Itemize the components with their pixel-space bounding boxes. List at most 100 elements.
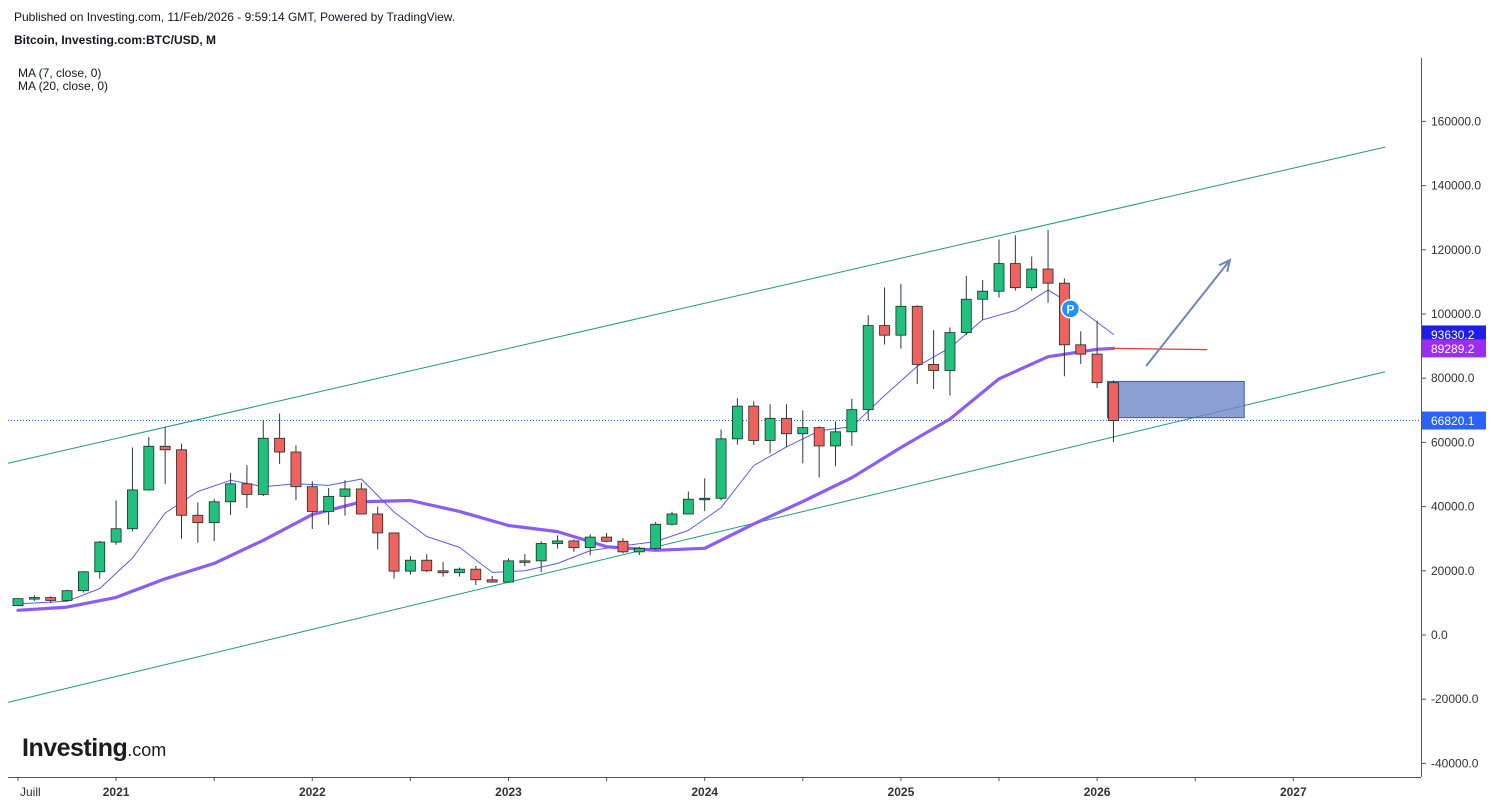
candle-body <box>879 325 890 336</box>
candle-2025-08 <box>1009 235 1021 291</box>
candle-2026-02 <box>1108 380 1119 443</box>
candle-2026-01 <box>1091 320 1103 388</box>
candle-body <box>519 560 531 563</box>
candle-body <box>503 560 514 583</box>
candle-2022-04 <box>355 482 367 515</box>
x-tick-label: 2027 <box>1280 785 1307 799</box>
candle-body <box>192 514 204 524</box>
candle-body <box>94 541 106 573</box>
x-tick-label: 2024 <box>691 785 718 799</box>
p-marker-label: P <box>1066 302 1074 316</box>
candle-2023-08 <box>617 538 629 554</box>
candle-2025-09 <box>1026 256 1038 291</box>
candle-body <box>862 325 874 411</box>
candle-body <box>960 298 972 334</box>
candle-body <box>470 568 482 581</box>
candle-body <box>1026 268 1038 289</box>
legend-ma7[interactable]: MA (7, close, 0) <box>18 66 102 80</box>
candle-2024-09 <box>830 421 841 467</box>
candle-body <box>895 305 907 336</box>
y-tick-label: -20000.0 <box>1431 692 1479 706</box>
candle-body <box>732 405 743 440</box>
candle-body <box>372 513 384 534</box>
y-tick-label: 80000.0 <box>1431 371 1475 385</box>
candle-2020-07 <box>12 598 24 607</box>
y-tick-label: 160000.0 <box>1431 114 1481 128</box>
logo-suffix: .com <box>127 740 167 760</box>
candle-2023-11 <box>666 511 678 526</box>
candle-body <box>159 445 171 451</box>
candle-2021-02 <box>127 447 138 532</box>
candle-2024-05 <box>764 404 776 454</box>
price-badge-label: 66820.1 <box>1431 414 1475 428</box>
candle-2025-02 <box>911 305 923 384</box>
candle-body <box>666 513 678 525</box>
candle-2021-08 <box>225 472 236 515</box>
candle-2023-01 <box>503 558 514 583</box>
candle-2025-03 <box>928 330 939 390</box>
candle-2020-09 <box>45 596 57 603</box>
candle-2021-04 <box>159 426 171 485</box>
candle-2021-12 <box>290 445 302 501</box>
candle-body <box>781 417 792 435</box>
candle-2022-11 <box>470 565 482 586</box>
candle-2025-05 <box>960 275 972 336</box>
candle-body <box>404 559 416 572</box>
y-tick-label: 40000.0 <box>1431 500 1475 514</box>
candle-2024-02 <box>715 429 727 501</box>
candle-2022-07 <box>404 556 416 575</box>
p-marker: P <box>1060 299 1081 319</box>
candle-body <box>323 495 335 512</box>
candle-2020-12 <box>94 540 106 579</box>
candle-2022-06 <box>388 532 400 579</box>
candle-2024-06 <box>781 404 792 448</box>
candle-body <box>78 571 89 592</box>
ma20-line <box>16 346 1116 612</box>
candle-2025-01 <box>895 283 907 349</box>
candle-2025-10 <box>1042 229 1054 303</box>
candle-body <box>748 405 760 441</box>
p-marker-circle <box>1060 299 1081 319</box>
candle-body <box>12 598 24 607</box>
price-badge-2: 89289.2 <box>1422 339 1486 358</box>
candle-2023-02 <box>519 554 531 567</box>
published-line: Published on Investing.com, 11/Feb/2026 … <box>14 10 456 24</box>
candle-body <box>28 597 40 600</box>
candle-2024-07 <box>797 410 809 464</box>
y-tick-label: 120000.0 <box>1431 243 1481 257</box>
channel-upper-line <box>8 146 1386 464</box>
price-badge-label: 93630.2 <box>1431 328 1475 342</box>
logo-wordmark: Investing <box>22 734 128 762</box>
legend-ma20[interactable]: MA (20, close, 0) <box>18 79 109 93</box>
candle-2020-08 <box>28 595 40 601</box>
channel-lower-line <box>8 371 1386 703</box>
candle-body <box>911 305 923 365</box>
price-badge-bg <box>1422 339 1486 358</box>
candle-body <box>110 528 122 543</box>
candle-body <box>1075 344 1087 355</box>
candle-2021-09 <box>241 465 253 508</box>
candle-2022-02 <box>323 487 335 525</box>
investing-logo: Investing.com <box>22 734 166 763</box>
candle-2023-05 <box>568 539 580 552</box>
y-tick-label: 0.0 <box>1431 628 1448 642</box>
candle-body <box>176 449 187 516</box>
x-tick-label: 2025 <box>888 785 915 799</box>
candle-2025-12 <box>1075 331 1087 365</box>
y-tick-label: -40000.0 <box>1431 756 1479 770</box>
candle-body <box>552 540 563 544</box>
candle-2020-10 <box>61 589 73 602</box>
candle-body <box>650 523 662 549</box>
candle-2025-04 <box>944 327 956 396</box>
candle-2023-06 <box>584 534 596 556</box>
candle-body <box>127 489 138 530</box>
candle-body <box>928 363 939 371</box>
candle-body <box>535 543 547 562</box>
candle-body <box>486 579 498 583</box>
candle-body <box>388 532 400 572</box>
candle-2021-05 <box>176 443 187 539</box>
x-tick-label: 2026 <box>1084 785 1111 799</box>
price-badge-bg <box>1422 411 1486 430</box>
candle-2024-03 <box>732 398 743 445</box>
